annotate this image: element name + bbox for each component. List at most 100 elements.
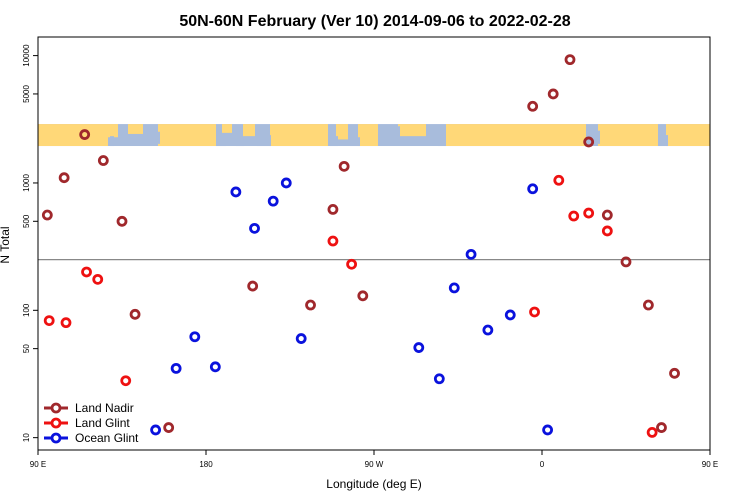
y-tick-label: 500 (22, 214, 31, 228)
map-land (128, 124, 143, 134)
map-water (382, 126, 400, 144)
map-water (110, 136, 114, 147)
ocean-glint-point (527, 183, 539, 195)
land-glint-point (601, 225, 613, 237)
ocean-glint-point (482, 324, 494, 336)
ocean-glint-point (465, 248, 477, 260)
land-glint-point (346, 258, 358, 270)
land-glint-point (92, 273, 104, 285)
ocean-glint-point (267, 195, 279, 207)
map-water (236, 137, 244, 147)
land-nadir-point (163, 422, 175, 433)
land-nadir-point (564, 54, 576, 66)
land-nadir-point (305, 299, 316, 311)
x-tick-label: 90 W (365, 460, 384, 469)
legend-label-land-glint: Land Glint (75, 416, 130, 430)
land-glint-point (568, 210, 580, 222)
legend-marker-ocean-glint (50, 432, 62, 444)
land-glint-point (553, 174, 565, 186)
land-nadir-point (41, 209, 53, 221)
land-glint-point (120, 375, 132, 387)
map-water (586, 130, 600, 144)
y-axis-label: N Total (0, 226, 12, 263)
map-water (330, 136, 338, 147)
legend-label-ocean-glint: Ocean Glint (75, 431, 139, 445)
map-land (158, 124, 216, 147)
ocean-glint-point (433, 373, 445, 385)
land-nadir-point (527, 100, 539, 112)
land-nadir-point (643, 299, 654, 311)
map-water (350, 137, 360, 147)
ocean-glint-point (209, 361, 221, 373)
land-glint-point (583, 207, 595, 219)
map-land (358, 124, 378, 147)
y-tick-label: 10 (22, 433, 31, 442)
ocean-glint-point (504, 309, 516, 321)
map-water (438, 136, 446, 147)
land-nadir-point (247, 280, 259, 292)
ocean-glint-point (249, 222, 260, 234)
map-land (398, 124, 426, 137)
ocean-glint-point (230, 186, 242, 198)
x-tick-label: 90 E (30, 460, 46, 469)
land-nadir-point (620, 256, 632, 268)
map-water (658, 135, 668, 147)
map-land (222, 124, 232, 133)
map-land (446, 124, 586, 147)
y-axis: 10 50 100 500 1000 5000 10000 (22, 44, 38, 442)
map-land (598, 124, 658, 147)
ocean-glint-point (448, 282, 460, 294)
land-glint-point (81, 266, 92, 278)
land-nadir-point (656, 422, 667, 433)
x-tick-label: 180 (199, 460, 213, 469)
map-land (243, 124, 255, 137)
land-glint-point (529, 306, 540, 318)
y-tick-label: 1000 (22, 174, 31, 192)
land-nadir-point (79, 129, 91, 140)
land-glint-point (327, 235, 339, 247)
plot-frame (37, 36, 711, 451)
map-water (257, 135, 271, 147)
land-nadir-point (583, 136, 595, 148)
ocean-glint-point (150, 424, 162, 436)
map-land (108, 124, 118, 138)
x-tick-label: 90 E (702, 460, 718, 469)
map-water (144, 131, 160, 144)
land-glint-point (60, 317, 72, 329)
ocean-glint-point (542, 424, 553, 436)
x-tick-label: 0 (540, 460, 545, 469)
land-nadir-point (97, 155, 109, 166)
world-map-band (38, 124, 710, 147)
y-tick-label: 5000 (22, 84, 31, 102)
land-nadir-point (129, 308, 141, 320)
data-points (41, 54, 680, 438)
y-tick-label: 10000 (22, 44, 31, 67)
land-nadir-point (116, 215, 128, 227)
y-tick-label: 100 (22, 303, 31, 317)
land-nadir-point (669, 367, 680, 379)
map-land (38, 124, 108, 147)
map-water (216, 136, 226, 147)
land-nadir-point (601, 209, 613, 221)
land-nadir-point (327, 203, 339, 215)
legend-label-land-nadir: Land Nadir (75, 401, 134, 415)
land-nadir-point (547, 88, 559, 100)
x-axis-label: Longitude (deg E) (326, 477, 421, 491)
x-axis: 90 E 180 90 W 0 90 E (30, 450, 718, 469)
land-nadir-point (58, 172, 70, 184)
map-land (666, 124, 710, 147)
chart-title: 50N-60N February (Ver 10) 2014-09-06 to … (179, 13, 570, 30)
legend-marker-land-glint (50, 417, 62, 429)
y-tick-label: 50 (22, 344, 31, 353)
ocean-glint-point (280, 177, 292, 189)
legend-marker-land-nadir (50, 402, 62, 414)
land-glint-point (646, 426, 658, 438)
map-land (336, 124, 348, 140)
land-nadir-point (338, 160, 350, 172)
land-glint-point (43, 315, 55, 327)
ocean-glint-point (170, 362, 182, 374)
map-land (270, 124, 328, 147)
ocean-glint-point (295, 333, 307, 344)
